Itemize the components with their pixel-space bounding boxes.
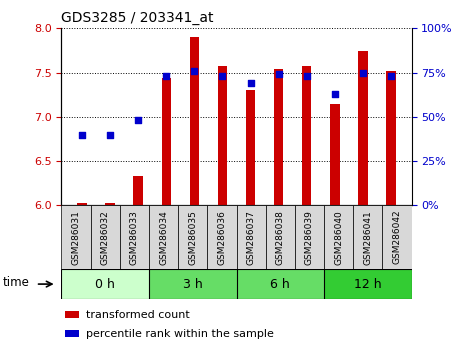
Point	[387, 73, 394, 79]
Text: 3 h: 3 h	[183, 278, 202, 291]
FancyBboxPatch shape	[120, 205, 149, 269]
FancyBboxPatch shape	[236, 205, 266, 269]
Bar	[65, 330, 79, 337]
FancyBboxPatch shape	[61, 269, 149, 299]
Point	[359, 70, 367, 75]
Bar	[105, 202, 115, 205]
FancyBboxPatch shape	[324, 269, 412, 299]
Text: GSM286040: GSM286040	[334, 210, 343, 264]
Point	[79, 132, 86, 137]
FancyBboxPatch shape	[236, 269, 324, 299]
Text: GSM286042: GSM286042	[393, 210, 402, 264]
FancyBboxPatch shape	[91, 205, 120, 269]
Point	[247, 80, 254, 86]
Point	[191, 68, 198, 74]
Text: 6 h: 6 h	[271, 278, 290, 291]
Bar	[302, 67, 312, 205]
Bar	[358, 51, 368, 205]
Bar	[161, 78, 171, 205]
Text: 0 h: 0 h	[95, 278, 115, 291]
FancyBboxPatch shape	[382, 205, 412, 269]
FancyBboxPatch shape	[353, 205, 382, 269]
FancyBboxPatch shape	[295, 205, 324, 269]
FancyBboxPatch shape	[178, 205, 207, 269]
Text: GSM286033: GSM286033	[130, 210, 139, 265]
Bar	[274, 69, 283, 205]
Point	[163, 73, 170, 79]
Text: GSM286035: GSM286035	[188, 210, 197, 265]
Text: GDS3285 / 203341_at: GDS3285 / 203341_at	[61, 11, 214, 24]
Bar	[190, 37, 199, 205]
FancyBboxPatch shape	[207, 205, 236, 269]
Bar	[386, 71, 395, 205]
Bar	[245, 90, 255, 205]
Text: GSM286037: GSM286037	[246, 210, 255, 265]
FancyBboxPatch shape	[149, 205, 178, 269]
Text: GSM286032: GSM286032	[101, 210, 110, 264]
Point	[303, 73, 310, 79]
FancyBboxPatch shape	[266, 205, 295, 269]
Text: GSM286039: GSM286039	[305, 210, 314, 265]
Bar	[330, 104, 340, 205]
Text: percentile rank within the sample: percentile rank within the sample	[86, 329, 274, 339]
Text: GSM286034: GSM286034	[159, 210, 168, 264]
Bar	[133, 176, 143, 205]
FancyBboxPatch shape	[149, 269, 236, 299]
Bar	[65, 310, 79, 318]
Text: transformed count: transformed count	[86, 310, 190, 320]
FancyBboxPatch shape	[324, 205, 353, 269]
FancyBboxPatch shape	[61, 205, 91, 269]
Text: time: time	[3, 276, 30, 289]
Text: GSM286038: GSM286038	[276, 210, 285, 265]
Point	[135, 118, 142, 123]
Text: GSM286036: GSM286036	[218, 210, 227, 265]
Point	[106, 132, 114, 137]
Point	[219, 73, 226, 79]
Bar	[78, 202, 87, 205]
Text: 12 h: 12 h	[354, 278, 382, 291]
Point	[331, 91, 338, 97]
Text: GSM286041: GSM286041	[363, 210, 372, 264]
Text: GSM286031: GSM286031	[71, 210, 80, 265]
Point	[275, 72, 282, 77]
Bar	[218, 67, 228, 205]
